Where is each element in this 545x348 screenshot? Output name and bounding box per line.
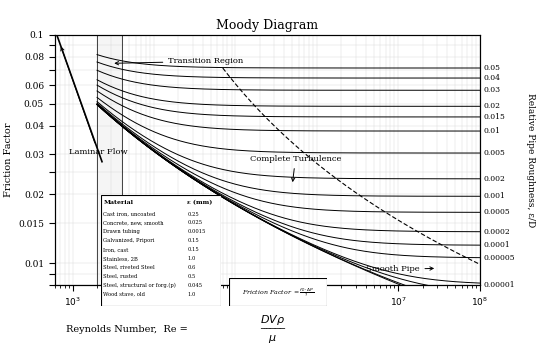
Text: Smooth Pipe: Smooth Pipe bbox=[366, 266, 433, 274]
Text: Steel, rusted: Steel, rusted bbox=[103, 274, 137, 279]
Text: 0.0001: 0.0001 bbox=[484, 241, 511, 249]
Text: Drawn tubing: Drawn tubing bbox=[103, 229, 140, 235]
Text: 0.00005: 0.00005 bbox=[484, 254, 516, 262]
Text: 0.04: 0.04 bbox=[484, 74, 501, 82]
Text: 0.0005: 0.0005 bbox=[484, 208, 511, 216]
Text: 1.0: 1.0 bbox=[187, 256, 196, 261]
Text: Wood stave, old: Wood stave, old bbox=[103, 292, 145, 297]
Text: 0.045: 0.045 bbox=[187, 283, 202, 288]
Text: 0.0015: 0.0015 bbox=[187, 229, 205, 235]
Text: Iron, cast: Iron, cast bbox=[103, 247, 129, 252]
Text: Reynolds Number,  Re =: Reynolds Number, Re = bbox=[66, 325, 191, 334]
Title: Moody Diagram: Moody Diagram bbox=[216, 19, 318, 32]
Text: Laminar Flow: Laminar Flow bbox=[60, 47, 128, 156]
Text: $DV\rho$: $DV\rho$ bbox=[260, 313, 285, 327]
Text: ε (mm): ε (mm) bbox=[187, 200, 213, 206]
Text: 0.25: 0.25 bbox=[187, 212, 199, 216]
Text: Steel, riveted Steel: Steel, riveted Steel bbox=[103, 265, 155, 270]
Text: Concrete, new, smooth: Concrete, new, smooth bbox=[103, 221, 164, 226]
Text: 0.5: 0.5 bbox=[187, 274, 196, 279]
Text: 0.01: 0.01 bbox=[484, 127, 501, 135]
Text: 0.15: 0.15 bbox=[187, 238, 199, 243]
Text: ─────: ───── bbox=[260, 324, 285, 332]
Text: Complete Turbulence: Complete Turbulence bbox=[250, 155, 341, 181]
Y-axis label: Relative Pipe Roughness, ε/D: Relative Pipe Roughness, ε/D bbox=[526, 93, 535, 227]
Text: 0.001: 0.001 bbox=[484, 192, 506, 200]
Text: 0.15: 0.15 bbox=[187, 247, 199, 252]
Text: 0.025: 0.025 bbox=[187, 221, 202, 226]
Text: 0.05: 0.05 bbox=[484, 64, 501, 72]
Text: 0.02: 0.02 bbox=[484, 102, 501, 110]
Text: 0.002: 0.002 bbox=[484, 175, 506, 183]
Text: 1.0: 1.0 bbox=[187, 292, 196, 297]
Y-axis label: Friction Factor: Friction Factor bbox=[3, 123, 13, 197]
Text: $\mu$: $\mu$ bbox=[268, 333, 277, 345]
Text: 0.00001: 0.00001 bbox=[484, 280, 516, 288]
Text: 0.0002: 0.0002 bbox=[484, 228, 511, 236]
Text: 0.03: 0.03 bbox=[484, 86, 501, 94]
Text: Cast iron, uncoated: Cast iron, uncoated bbox=[103, 212, 156, 216]
Text: 0.005: 0.005 bbox=[484, 149, 506, 157]
Text: Transition Region: Transition Region bbox=[116, 57, 244, 65]
Text: Stainless, 2B: Stainless, 2B bbox=[103, 256, 138, 261]
Bar bbox=[97, 35, 122, 285]
Text: 0.6: 0.6 bbox=[187, 265, 196, 270]
Text: Friction Factor $= \frac{f_D \cdot \Delta P}{?}$: Friction Factor $= \frac{f_D \cdot \Delt… bbox=[242, 286, 314, 299]
Text: Galvanized, Pripori: Galvanized, Pripori bbox=[103, 238, 155, 243]
Text: Material: Material bbox=[103, 200, 133, 205]
Text: Steel, structural or forg.(p): Steel, structural or forg.(p) bbox=[103, 283, 176, 288]
Text: 0.015: 0.015 bbox=[484, 113, 506, 121]
